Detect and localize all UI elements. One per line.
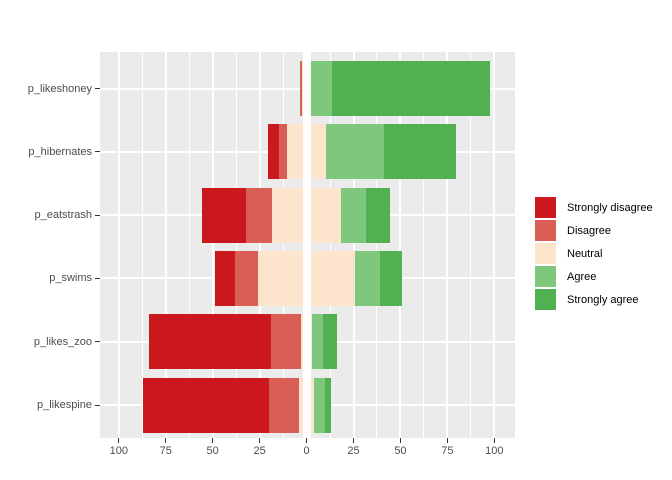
x-axis-tick-label: 50	[394, 445, 407, 457]
gridline-minor-v	[141, 52, 143, 438]
bar-segment-disagree	[279, 124, 287, 180]
gridline-minor-v	[470, 52, 472, 438]
y-axis-label: p_likeshoney	[27, 82, 92, 95]
y-axis-tick-mark	[95, 214, 100, 216]
bar-segment-agree	[314, 377, 326, 433]
bar-segment-strongly-agree	[331, 61, 490, 116]
bar-p_likes_zoo	[148, 314, 337, 370]
x-axis-tick-mark	[118, 438, 120, 443]
legend: Strongly disagree Disagree Neutral Agree Str…	[535, 197, 653, 312]
gridline-minor-v	[235, 52, 237, 438]
bar-segment-disagree	[269, 377, 300, 433]
bar-p_likespine	[143, 377, 331, 433]
y-axis-label: p_likes_zoo	[33, 335, 92, 348]
zero-reference-line	[302, 52, 311, 438]
x-axis-tick-mark	[306, 438, 308, 443]
legend-item: Neutral	[535, 243, 653, 264]
y-axis-label: p_hibernates	[28, 145, 92, 158]
x-axis-tick-mark	[259, 438, 261, 443]
bar-p_hibernates	[268, 124, 456, 180]
gridline-minor-v	[282, 52, 284, 438]
x-axis-tick-mark	[446, 438, 448, 443]
bar-segment-strongly-disagree	[148, 314, 271, 370]
x-axis-tick-mark	[212, 438, 214, 443]
bar-segment-strongly-agree	[323, 314, 337, 370]
gridline-major-v	[352, 52, 355, 438]
legend-key-strongly-disagree	[535, 197, 556, 218]
x-axis-tick-mark	[353, 438, 354, 443]
bar-segment-strongly-disagree	[202, 187, 246, 243]
y-axis-label: p_eatstrash	[34, 209, 92, 222]
y-axis-tick-mark	[95, 404, 100, 406]
y-axis-label: p_swims	[49, 272, 92, 285]
legend-label: Strongly disagree	[567, 201, 653, 214]
bar-segment-strongly-agree	[325, 377, 331, 433]
gridline-minor-v	[188, 52, 190, 438]
gridline-major-v	[493, 52, 496, 438]
legend-label: Agree	[567, 270, 597, 283]
x-axis-tick-mark	[399, 438, 401, 443]
x-axis-tick-label: 75	[159, 445, 172, 457]
gridline-major-v	[446, 52, 449, 438]
bar-segment-strongly-agree	[365, 187, 391, 243]
x-axis-tick-label: 50	[206, 445, 219, 457]
legend-item: Strongly agree	[535, 289, 653, 310]
legend-item: Strongly disagree	[535, 197, 653, 218]
legend-key-disagree	[535, 220, 556, 241]
bar-segment-strongly-disagree	[268, 124, 280, 180]
legend-item: Disagree	[535, 220, 653, 241]
y-axis-tick-mark	[95, 277, 100, 279]
bar-segment-agree	[311, 61, 332, 116]
gridline-major-v	[399, 52, 402, 438]
legend-label: Neutral	[567, 247, 603, 260]
bar-segment-strongly-disagree	[214, 250, 236, 306]
gridline-major-v	[164, 52, 167, 438]
x-axis-tick-mark	[493, 438, 495, 443]
bar-segment-agree	[355, 250, 380, 306]
bar-segment-agree	[312, 314, 324, 370]
legend-label: Strongly agree	[567, 293, 639, 306]
bar-segment-strongly-agree	[384, 124, 456, 180]
bar-p_likeshoney	[299, 61, 490, 116]
bar-p_eatstrash	[202, 187, 391, 243]
x-axis-tick-label: 25	[253, 445, 266, 457]
gridline-major-v	[211, 52, 214, 438]
x-axis-tick-mark	[165, 438, 167, 443]
bar-segment-agree	[341, 187, 366, 243]
legend-key-neutral	[535, 243, 556, 264]
x-axis-tick-label: 0	[303, 445, 310, 457]
legend-key-strongly-agree	[535, 289, 556, 310]
bar-segment-agree	[326, 124, 385, 180]
x-axis-tick-label: 25	[347, 445, 360, 457]
bar-segment-disagree	[235, 250, 258, 306]
legend-item: Agree	[535, 266, 653, 287]
y-axis-tick-mark	[95, 341, 100, 343]
x-axis-tick-label: 100	[109, 445, 128, 457]
x-axis-tick-label: 100	[485, 445, 504, 457]
y-axis-tick-mark	[95, 151, 100, 153]
gridline-minor-v	[329, 52, 331, 438]
y-axis-label: p_likespine	[36, 399, 92, 411]
legend-label: Disagree	[567, 224, 612, 237]
bar-segment-strongly-disagree	[143, 377, 269, 433]
y-axis-tick-mark	[95, 88, 100, 89]
plot-panel	[100, 52, 515, 438]
bar-segment-disagree	[299, 61, 302, 116]
gridline-major-v	[117, 52, 120, 438]
bar-segment-disagree	[270, 314, 301, 370]
gridline-minor-v	[423, 52, 425, 438]
legend-key-agree	[535, 266, 556, 287]
bar-segment-strongly-agree	[379, 250, 403, 306]
x-axis-tick-label: 75	[441, 445, 454, 457]
bar-segment-disagree	[245, 187, 272, 243]
gridline-minor-v	[376, 52, 378, 438]
gridline-major-v	[258, 52, 261, 438]
